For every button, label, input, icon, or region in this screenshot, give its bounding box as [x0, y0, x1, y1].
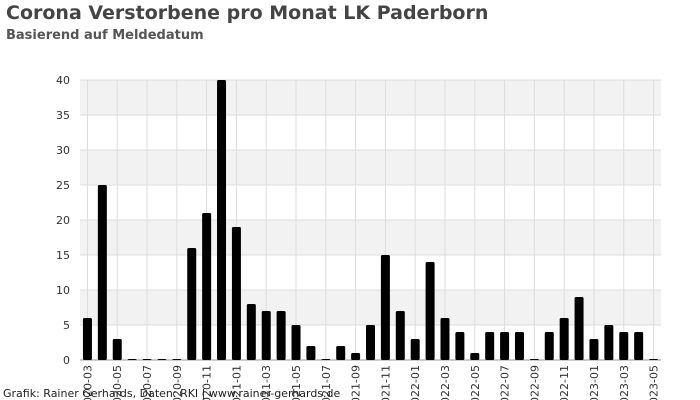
bar — [529, 359, 539, 360]
bar — [485, 332, 495, 360]
bar — [112, 339, 122, 360]
x-tick-label: 2022-11 — [558, 365, 571, 400]
bar — [455, 332, 465, 360]
bar — [306, 346, 316, 360]
bar — [604, 325, 614, 360]
bar — [97, 185, 107, 360]
x-tick-label: 2023-03 — [618, 365, 631, 400]
bar — [649, 359, 659, 360]
bar — [261, 311, 271, 360]
bar — [619, 332, 629, 360]
plot-area: 0 5 10 15 20 25 30 35 40 2020-03 2020-05 2020-07 202… — [56, 74, 661, 400]
x-tick-label: 2020-09 — [171, 365, 184, 400]
x-tick-label: 2021-09 — [350, 365, 363, 400]
bar — [380, 255, 390, 360]
x-tick-label: 2020-05 — [111, 365, 124, 400]
bar — [589, 339, 599, 360]
bar — [514, 332, 524, 360]
chart-title: Corona Verstorbene pro Monat LK Paderbor… — [6, 2, 488, 24]
bar — [574, 297, 584, 360]
bar — [142, 359, 152, 360]
y-tick-label: 35 — [56, 109, 70, 122]
bar — [157, 359, 167, 360]
bar — [246, 304, 256, 360]
bar — [425, 262, 435, 360]
grid-band — [80, 150, 661, 185]
grid-band — [80, 220, 661, 255]
bar — [559, 318, 569, 360]
x-tick-label: 2021-05 — [290, 365, 303, 400]
x-tick-label: 2022-07 — [499, 365, 512, 400]
bar — [276, 311, 286, 360]
x-tick-label: 2022-05 — [469, 365, 482, 400]
x-tick-label: 2022-09 — [528, 365, 541, 400]
bar — [336, 346, 346, 360]
bar — [366, 325, 375, 360]
y-tick-label: 5 — [63, 319, 70, 332]
bar — [217, 80, 227, 360]
bar — [172, 359, 182, 360]
bar — [500, 332, 510, 360]
x-tick-label: 2020-11 — [201, 365, 214, 400]
bar — [202, 213, 212, 360]
grid-band — [80, 290, 661, 325]
y-tick-label: 15 — [56, 249, 70, 262]
y-tick-label: 0 — [63, 354, 70, 367]
bar — [291, 325, 301, 360]
y-tick-label: 10 — [56, 284, 70, 297]
x-tick-label: 2022-01 — [409, 365, 422, 400]
bar — [544, 332, 554, 360]
footer: Grafik: Rainer Gerhards, Daten: RKI | ww… — [3, 387, 341, 400]
bar — [321, 359, 331, 360]
y-tick-label: 30 — [56, 144, 70, 157]
x-tick-label: 2021-01 — [230, 365, 243, 400]
y-tick-label: 20 — [56, 214, 70, 227]
bar — [470, 353, 480, 360]
x-tick-label: 2021-07 — [320, 365, 333, 400]
chart-subtitle: Basierend auf Meldedatum — [6, 28, 204, 43]
bar — [410, 339, 420, 360]
x-tick-label: 2022-03 — [439, 365, 452, 400]
bar — [634, 332, 644, 360]
x-tick-label: 2021-03 — [260, 365, 273, 400]
bar — [82, 318, 92, 360]
y-tick-label: 40 — [56, 74, 70, 87]
bar — [231, 227, 241, 360]
grid-band — [80, 80, 661, 115]
x-tick-label: 2020-03 — [81, 365, 94, 400]
x-tick-label: 2021-11 — [379, 365, 392, 400]
bar — [187, 248, 197, 360]
bar — [351, 353, 361, 360]
bar — [440, 318, 450, 360]
bar — [127, 359, 137, 360]
y-tick-label: 25 — [56, 179, 70, 192]
x-tick-label: 2020-07 — [141, 365, 154, 400]
x-tick-label: 2023-01 — [588, 365, 601, 400]
bar — [395, 311, 405, 360]
x-tick-label: 2023-05 — [648, 365, 661, 400]
